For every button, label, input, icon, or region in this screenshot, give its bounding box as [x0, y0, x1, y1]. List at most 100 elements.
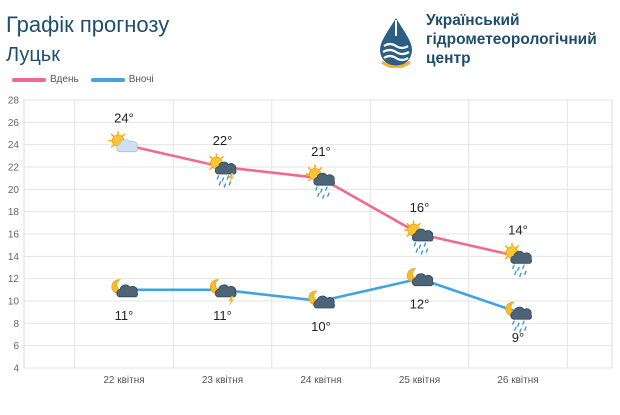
rain-drop: [325, 186, 328, 191]
sun-ray: [307, 177, 312, 182]
rain-drop: [226, 175, 230, 180]
cloud-shape: [411, 273, 434, 287]
rain-drop: [228, 181, 232, 186]
data-label-day: 14°: [508, 222, 528, 237]
data-label-day: 21°: [311, 144, 331, 159]
moon-cloud-icon: [111, 279, 138, 298]
sun-ray: [504, 245, 509, 249]
legend-item-day[interactable]: Вдень: [12, 74, 79, 85]
cloud-shape: [510, 250, 532, 264]
rain-drop: [317, 192, 320, 197]
data-label-day: 16°: [410, 200, 430, 215]
sun-ray: [209, 155, 213, 160]
cloud-shape: [116, 139, 138, 153]
sun-ray: [110, 133, 115, 137]
y-tick-label: 6: [13, 341, 19, 352]
y-tick-label: 28: [8, 96, 20, 107]
rain-drop: [415, 248, 419, 253]
legend-label-day: Вдень: [50, 74, 79, 85]
sun-cloud-rain-icon: [403, 220, 434, 255]
rain-drop: [320, 188, 323, 193]
data-label-night: 10°: [311, 319, 331, 334]
rain-drop: [517, 322, 520, 327]
cloud-shape: [411, 228, 434, 242]
rain-drop: [418, 244, 422, 249]
x-tick-label: 24 квітня: [300, 375, 341, 386]
rain-drop: [512, 264, 515, 270]
rain-drop: [216, 175, 220, 180]
legend-item-night[interactable]: Вночі: [90, 74, 154, 85]
cloud-shape: [214, 284, 237, 298]
sun-ray: [209, 166, 213, 171]
rain-drop: [221, 177, 225, 182]
y-tick-label: 18: [8, 207, 20, 218]
chart-legend: Вдень Вночі: [12, 74, 166, 85]
y-tick-label: 4: [13, 364, 19, 375]
rain-drop: [322, 194, 325, 199]
y-tick-label: 20: [8, 185, 20, 196]
cloud-shape: [313, 295, 335, 309]
rain-drop: [524, 270, 527, 276]
y-tick-label: 10: [8, 297, 20, 308]
logo-line-1: Український: [426, 12, 520, 29]
sun-ray: [504, 256, 509, 260]
legend-label-night: Вночі: [128, 74, 154, 85]
x-tick-label: 23 квітня: [202, 375, 243, 386]
rain-drop: [423, 242, 427, 247]
rain-drop: [420, 250, 424, 255]
sun-ray: [121, 133, 126, 137]
moon-cloud-thunder-icon: [209, 279, 237, 306]
rain-drop: [519, 328, 522, 333]
sun-cloud-rain-icon: [502, 242, 532, 278]
sun-ray: [406, 222, 410, 227]
sun-ray: [417, 222, 421, 227]
y-tick-label: 12: [8, 274, 20, 285]
hydromet-logo-text: Український гідрометеорологічний центр: [426, 11, 616, 68]
sun-ray: [406, 233, 410, 238]
cloud-shape: [510, 306, 532, 320]
legend-swatch-night: [90, 77, 125, 82]
legend-swatch-day: [12, 77, 46, 82]
moon-cloud-icon: [406, 268, 434, 287]
y-tick-label: 22: [8, 163, 20, 174]
data-label-day: 22°: [213, 133, 233, 148]
cloud-shape: [313, 172, 335, 186]
rain-drop: [524, 326, 527, 331]
rain-drop: [327, 192, 330, 197]
x-tick-label: 22 квітня: [103, 375, 144, 386]
rain-drop: [522, 264, 525, 270]
rain-drop: [512, 320, 515, 325]
y-tick-label: 24: [8, 140, 20, 151]
y-tick-label: 26: [8, 118, 20, 129]
hydromet-logo-icon: [380, 18, 412, 68]
chart-title: Графік прогнозу: [6, 12, 170, 37]
x-tick-label: 26 квітня: [497, 375, 538, 386]
series-line-day: [122, 143, 520, 258]
sun-cloud-rain-icon: [305, 164, 335, 199]
sun-ray: [318, 167, 323, 171]
rain-drop: [218, 181, 222, 186]
data-label-night: 9°: [512, 330, 524, 345]
data-label-night: 11°: [115, 308, 134, 323]
sun-ray: [307, 167, 312, 171]
rain-drop: [425, 248, 429, 253]
rain-drop: [514, 270, 517, 276]
rain-drop: [315, 186, 318, 191]
rain-drop: [223, 183, 227, 188]
moon-cloud-icon: [308, 290, 335, 309]
sun-ray: [110, 144, 115, 148]
rain-drop: [413, 242, 417, 247]
cloud-shape: [214, 161, 237, 175]
rain-drop: [519, 272, 522, 278]
y-tick-label: 16: [8, 230, 20, 241]
lightning-bolt: [228, 173, 234, 183]
rain-drop: [522, 320, 525, 325]
rain-drop: [514, 326, 517, 331]
sun-cloud-icon: [108, 130, 138, 153]
city-name: Луцьк: [6, 44, 60, 66]
lightning-bolt: [228, 295, 234, 306]
data-label-day: 24°: [114, 111, 134, 126]
cloud-shape: [116, 284, 138, 298]
sun-ray: [515, 245, 520, 249]
rain-drop: [517, 266, 520, 272]
